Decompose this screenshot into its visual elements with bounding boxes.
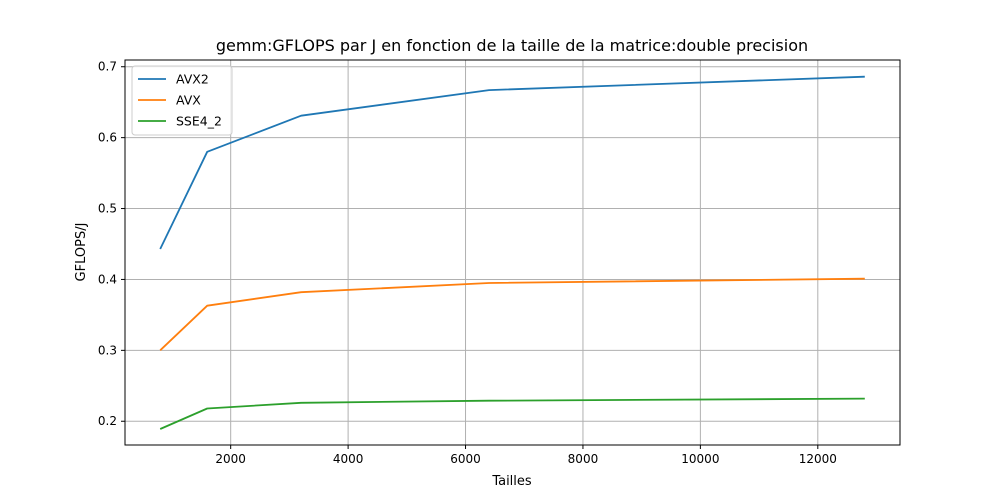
x-tick-label: 10000 bbox=[681, 452, 719, 466]
x-tick-label: 6000 bbox=[450, 452, 481, 466]
legend-box bbox=[131, 65, 233, 136]
y-tick-label: 0.2 bbox=[98, 414, 117, 428]
legend: AVX2 AVX SSE4_2 bbox=[131, 65, 233, 136]
plot-frame bbox=[124, 59, 901, 446]
x-tick-label: 8000 bbox=[568, 452, 599, 466]
y-tick-label: 0.4 bbox=[98, 272, 117, 286]
y-tick-label: 0.7 bbox=[98, 60, 117, 74]
y-tick-label: 0.5 bbox=[98, 202, 117, 216]
series-line-avx bbox=[159, 277, 865, 351]
y-tick-label: 0.3 bbox=[98, 343, 117, 357]
y-tick-label: 0.6 bbox=[98, 131, 117, 145]
x-axis-label: Tailles bbox=[491, 474, 532, 489]
legend-label: SSE4_2 bbox=[176, 114, 222, 129]
x-tick-label: 2000 bbox=[215, 452, 246, 466]
y-axis-label: GFLOPS/J bbox=[74, 223, 89, 282]
x-tick-label: 12000 bbox=[799, 452, 837, 466]
series-line-avx2 bbox=[159, 75, 865, 250]
axis-ticks: 2000 4000 6000 8000 10000 12000 0.2 0.3 0.4 0.5 0.… bbox=[98, 60, 837, 466]
legend-label: AVX bbox=[176, 93, 201, 108]
x-tick-label: 4000 bbox=[333, 452, 364, 466]
series-lines bbox=[159, 75, 865, 430]
chart-title: gemm:GFLOPS par J en fonction de la tail… bbox=[216, 36, 808, 55]
grid bbox=[125, 60, 900, 445]
series-line-sse4_2 bbox=[159, 397, 865, 430]
legend-label: AVX2 bbox=[176, 72, 209, 87]
